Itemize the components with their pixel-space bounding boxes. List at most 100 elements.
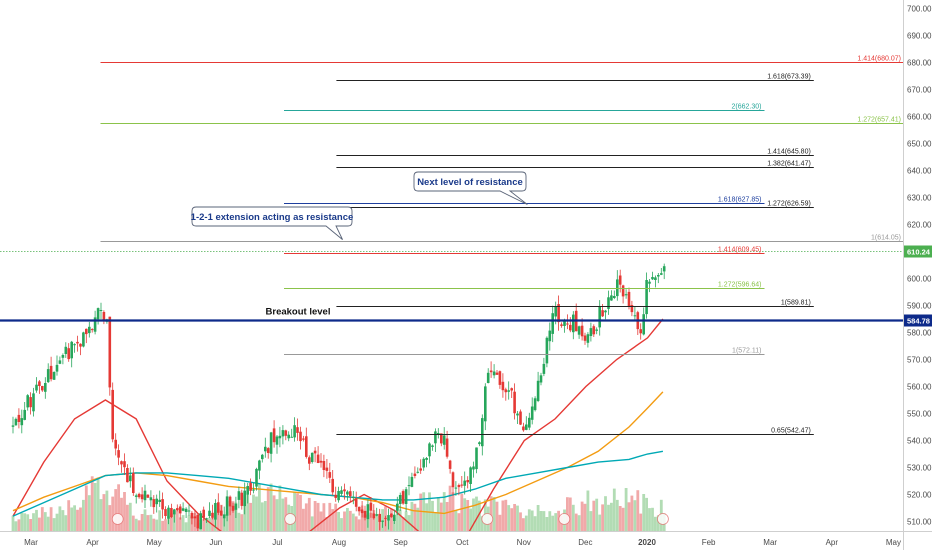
x-axis-ticks: Mar Apr May Jun Jul Aug Sep Oct Nov Dec 2020 Feb Mar… [24, 538, 901, 547]
volume-bar [354, 516, 358, 531]
volume-bar [87, 495, 91, 531]
volume-bar [410, 501, 414, 531]
volume-bar [205, 519, 208, 531]
volume-bar [557, 510, 560, 531]
volume-bar [460, 493, 464, 531]
candle-body [176, 508, 179, 511]
x-tick-label: Jul [272, 538, 282, 547]
volume-bar [337, 512, 340, 531]
volume-bar [363, 514, 367, 531]
volume-bar [278, 485, 282, 531]
volume-bar [554, 513, 558, 531]
breakout-price-tag: 584.78 [904, 314, 932, 327]
volume-bar [533, 516, 537, 531]
volume-bar [519, 512, 522, 531]
plot-area [0, 62, 903, 531]
fib-level-label: 2(662.30) [732, 104, 762, 111]
volume-bar [184, 522, 188, 531]
candle-body [662, 266, 666, 272]
candle-body [478, 442, 481, 445]
volume-bar [392, 517, 396, 531]
volume-bar [58, 506, 62, 531]
candle-body [528, 417, 531, 428]
event-marker [657, 513, 669, 525]
volume-bar [530, 510, 534, 531]
volume-bar [96, 477, 100, 531]
x-tick-label: Mar [763, 538, 777, 547]
x-tick-label: Mar [24, 538, 38, 547]
candle-body [407, 485, 411, 487]
fib-level-label: 1.272(596.64) [718, 282, 762, 289]
candle-body [398, 495, 402, 504]
volume-bar [20, 513, 24, 531]
candle-body [152, 499, 156, 508]
candle-body [255, 468, 258, 487]
volume-bar [607, 504, 610, 531]
candle-body [308, 457, 311, 464]
volume-bar [304, 503, 308, 531]
volume-bar [266, 487, 270, 531]
candle-body [442, 435, 446, 445]
candle-body [583, 335, 587, 341]
volume-bar [181, 515, 185, 531]
candle-body [498, 371, 502, 385]
candle-body [492, 371, 496, 376]
x-tick-label: 2020 [638, 538, 656, 547]
fib-level-label: 1.272(626.59) [767, 201, 811, 208]
candle-body [220, 510, 223, 516]
volume-bar [513, 504, 516, 531]
volume-bar [586, 490, 590, 531]
volume-bar [539, 511, 543, 531]
volume-bar [120, 497, 123, 531]
volume-bar [93, 483, 97, 531]
fib-level-label: 1.618(673.39) [767, 74, 811, 81]
candle-body [190, 512, 194, 519]
current-price-tag-text: 610.24 [907, 248, 931, 257]
volume-bar [583, 503, 587, 531]
volume-bar [325, 517, 329, 531]
volume-bar [237, 512, 241, 531]
volume-bar [316, 502, 320, 531]
candle-body [108, 316, 112, 388]
volume-bar [340, 518, 343, 531]
candle-body [363, 510, 367, 518]
fib-level-label: 1(589.81) [781, 300, 811, 307]
y-tick-label: 690.00 [907, 32, 932, 41]
volume-bar [589, 511, 593, 531]
candle-body [369, 502, 373, 511]
candle-body [132, 472, 135, 493]
volume-bar [436, 497, 440, 531]
volume-bar [651, 507, 654, 531]
y-tick-label: 580.00 [907, 329, 932, 338]
annotation-callout: 1-2-1 extension acting as resistance [191, 206, 354, 240]
volume-bar [225, 511, 229, 531]
candle-body [519, 411, 522, 425]
volume-bar [35, 509, 38, 531]
volume-bar [134, 518, 138, 531]
volume-bar [431, 500, 434, 531]
y-tick-label: 590.00 [907, 302, 932, 311]
candle-body [264, 446, 267, 452]
volume-bar [627, 502, 631, 531]
annotation-text: 1-2-1 extension acting as resistance [191, 212, 354, 223]
volume-bar [111, 496, 115, 531]
volume-bar [645, 497, 648, 531]
volume-bar [175, 510, 179, 531]
current-price-tag: 610.24 [904, 245, 932, 258]
volume-bar [522, 518, 525, 531]
moving-average-line [12, 399, 222, 531]
volume-bar [61, 510, 65, 531]
candle-body [281, 430, 285, 437]
candle-body [563, 320, 566, 326]
volume-bar [272, 495, 276, 531]
volume-bar [642, 494, 646, 531]
volume-bar [178, 517, 182, 531]
candle-body [217, 502, 220, 513]
candle-body [387, 515, 390, 521]
volume-bar [615, 499, 619, 531]
candle-body [334, 494, 337, 498]
candle-body [604, 310, 607, 313]
y-tick-label: 650.00 [907, 140, 932, 149]
volume-bar [595, 498, 599, 531]
candle-body [489, 370, 493, 373]
